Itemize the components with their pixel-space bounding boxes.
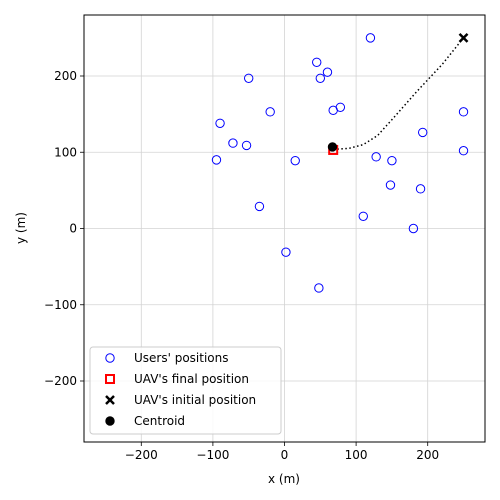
- y-tick-label: 200: [54, 69, 77, 83]
- uav-initial-position-point: [458, 32, 469, 43]
- y-tick-label: 100: [54, 145, 77, 159]
- points-layer: [211, 32, 469, 293]
- user-position-point: [328, 105, 338, 116]
- user-position-point: [365, 33, 376, 43]
- user-position-point: [265, 107, 275, 117]
- user-position-point: [215, 118, 225, 128]
- x-tick-label: −100: [196, 448, 229, 462]
- centroid-point: [327, 142, 338, 152]
- trajectory-layer: [333, 37, 465, 151]
- user-position-point: [254, 201, 265, 212]
- user-position-point: [458, 146, 469, 156]
- user-position-point: [358, 211, 368, 222]
- user-position-point: [322, 67, 333, 77]
- legend-box: [89, 346, 282, 435]
- legend: Users' positions UAV's final position UAV'…: [89, 346, 282, 435]
- user-position-point: [228, 138, 238, 148]
- legend-marker: [105, 395, 115, 405]
- uav-trajectory-line: [333, 37, 465, 151]
- x-tick-label: 200: [416, 448, 439, 462]
- legend-entry-label: Centroid: [134, 414, 185, 428]
- user-position-point: [241, 140, 252, 151]
- user-position-point: [312, 57, 322, 67]
- y-axis-ticks: −200 −100 0 100 200: [44, 69, 84, 388]
- x-tick-label: −200: [125, 448, 158, 462]
- legend-entry-label: UAV's initial position: [134, 393, 256, 407]
- y-tick-label: −100: [44, 298, 77, 312]
- x-axis-ticks: −200 −100 0 100 200: [125, 442, 439, 462]
- legend-marker: [105, 353, 115, 363]
- user-position-point: [387, 155, 397, 166]
- user-position-point: [458, 107, 469, 117]
- user-position-point: [314, 283, 324, 293]
- x-tick-label: 100: [345, 448, 368, 462]
- user-position-point: [408, 223, 419, 234]
- y-tick-label: −200: [44, 374, 77, 388]
- user-position-point: [418, 127, 428, 138]
- user-position-point: [415, 184, 426, 194]
- user-position-point: [385, 180, 396, 190]
- y-axis-label: y (m): [14, 212, 28, 244]
- user-position-point: [243, 73, 254, 83]
- user-position-point: [315, 73, 326, 83]
- legend-entry-label: Users' positions: [134, 351, 229, 365]
- user-position-point: [281, 247, 291, 257]
- legend-entry-label: UAV's final position: [134, 372, 249, 386]
- user-position-point: [371, 152, 381, 162]
- user-position-point: [290, 155, 300, 166]
- user-position-point: [211, 155, 222, 165]
- x-tick-label: 0: [281, 448, 289, 462]
- legend-marker: [105, 416, 115, 426]
- y-tick-label: 0: [69, 222, 77, 236]
- x-axis-label: x (m): [268, 472, 300, 486]
- legend-marker: [105, 374, 115, 384]
